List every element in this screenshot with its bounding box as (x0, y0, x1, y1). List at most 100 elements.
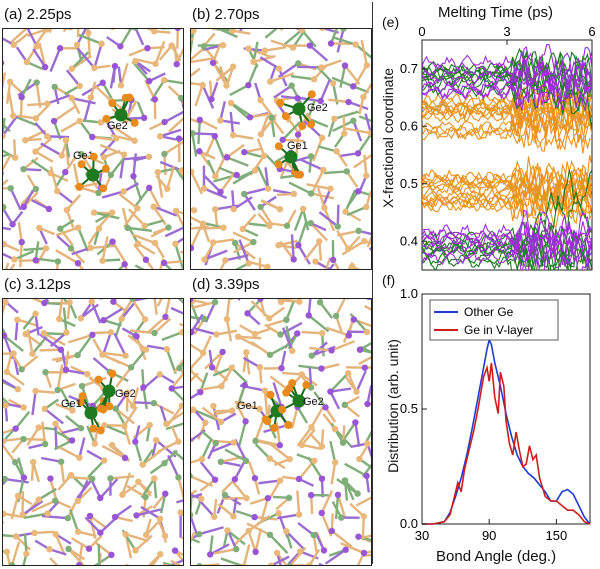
orange-atom (288, 379, 297, 388)
ge-atom-label: Ge1 (287, 140, 308, 152)
atom (68, 65, 76, 72)
atom (76, 82, 83, 90)
bond (165, 422, 183, 431)
atom (62, 136, 70, 144)
bond (164, 226, 183, 238)
trajectory-line (422, 181, 592, 221)
bond (144, 219, 165, 227)
bond (119, 29, 133, 47)
atom (212, 206, 219, 213)
atom (191, 130, 196, 137)
bond (65, 194, 82, 211)
atom (127, 364, 135, 371)
bond (21, 500, 44, 516)
bond (191, 46, 206, 61)
bond (331, 76, 354, 88)
bond (237, 335, 262, 340)
bond (250, 341, 271, 356)
bond (358, 355, 371, 366)
atom (3, 402, 9, 409)
bond (63, 299, 68, 304)
bond (61, 427, 82, 435)
atom (191, 511, 194, 519)
bond (144, 259, 155, 269)
bond (249, 112, 271, 119)
atom (242, 457, 250, 465)
atom (84, 370, 91, 378)
atom (349, 263, 356, 269)
bond (135, 335, 147, 361)
bond (78, 334, 94, 354)
bond (153, 402, 175, 415)
trajectory-line (422, 70, 592, 111)
bond (17, 222, 23, 243)
bond (89, 514, 107, 529)
bond (83, 97, 93, 123)
atom (36, 224, 43, 232)
atom (251, 330, 259, 338)
bond (177, 477, 183, 500)
bond (252, 41, 259, 63)
atom (276, 442, 284, 449)
panel-f-label: (f) (382, 272, 396, 288)
bond (328, 263, 335, 269)
bond (329, 440, 337, 463)
atom (113, 135, 120, 142)
x-tick-label: 6 (588, 24, 595, 39)
bond (3, 534, 17, 538)
bond (363, 154, 368, 176)
bond (86, 449, 105, 462)
atom (344, 370, 352, 377)
atom (330, 80, 337, 87)
bond (238, 421, 247, 447)
bond (357, 190, 371, 197)
bond (192, 300, 216, 309)
atom (360, 93, 367, 101)
bond (229, 111, 235, 136)
bond (194, 327, 217, 336)
bond (318, 241, 323, 261)
bond (324, 257, 332, 269)
atom (219, 42, 227, 49)
atom (7, 185, 14, 192)
bond (87, 32, 92, 59)
bond (77, 227, 89, 252)
atom (133, 512, 140, 519)
bond (59, 446, 80, 459)
bond (14, 319, 19, 341)
bond (6, 371, 25, 386)
atom (3, 299, 9, 306)
atom (100, 457, 108, 464)
bond (241, 213, 257, 230)
bond (159, 160, 183, 172)
atom (57, 346, 65, 353)
bond (317, 145, 338, 153)
bond (99, 299, 103, 300)
bond (5, 262, 10, 269)
bond (125, 533, 149, 543)
atom (122, 530, 129, 538)
atom (135, 478, 142, 485)
atom (261, 387, 269, 394)
bond (191, 171, 204, 195)
bond (209, 441, 235, 454)
bond (54, 533, 66, 555)
bond (199, 563, 220, 565)
atom (275, 510, 282, 517)
atom (89, 475, 96, 483)
atom (176, 364, 183, 372)
atom (217, 117, 224, 124)
bond (309, 44, 329, 62)
bond (336, 494, 347, 519)
bond (329, 391, 341, 410)
bond (101, 236, 109, 261)
structure-panel-b: Ge2 Ge1 (190, 28, 372, 270)
atom (356, 346, 364, 353)
bond (306, 183, 331, 190)
atom (266, 455, 274, 462)
bond (121, 472, 132, 496)
atom (150, 399, 158, 407)
bond (225, 254, 249, 262)
bond (191, 313, 204, 333)
atom (257, 96, 264, 104)
